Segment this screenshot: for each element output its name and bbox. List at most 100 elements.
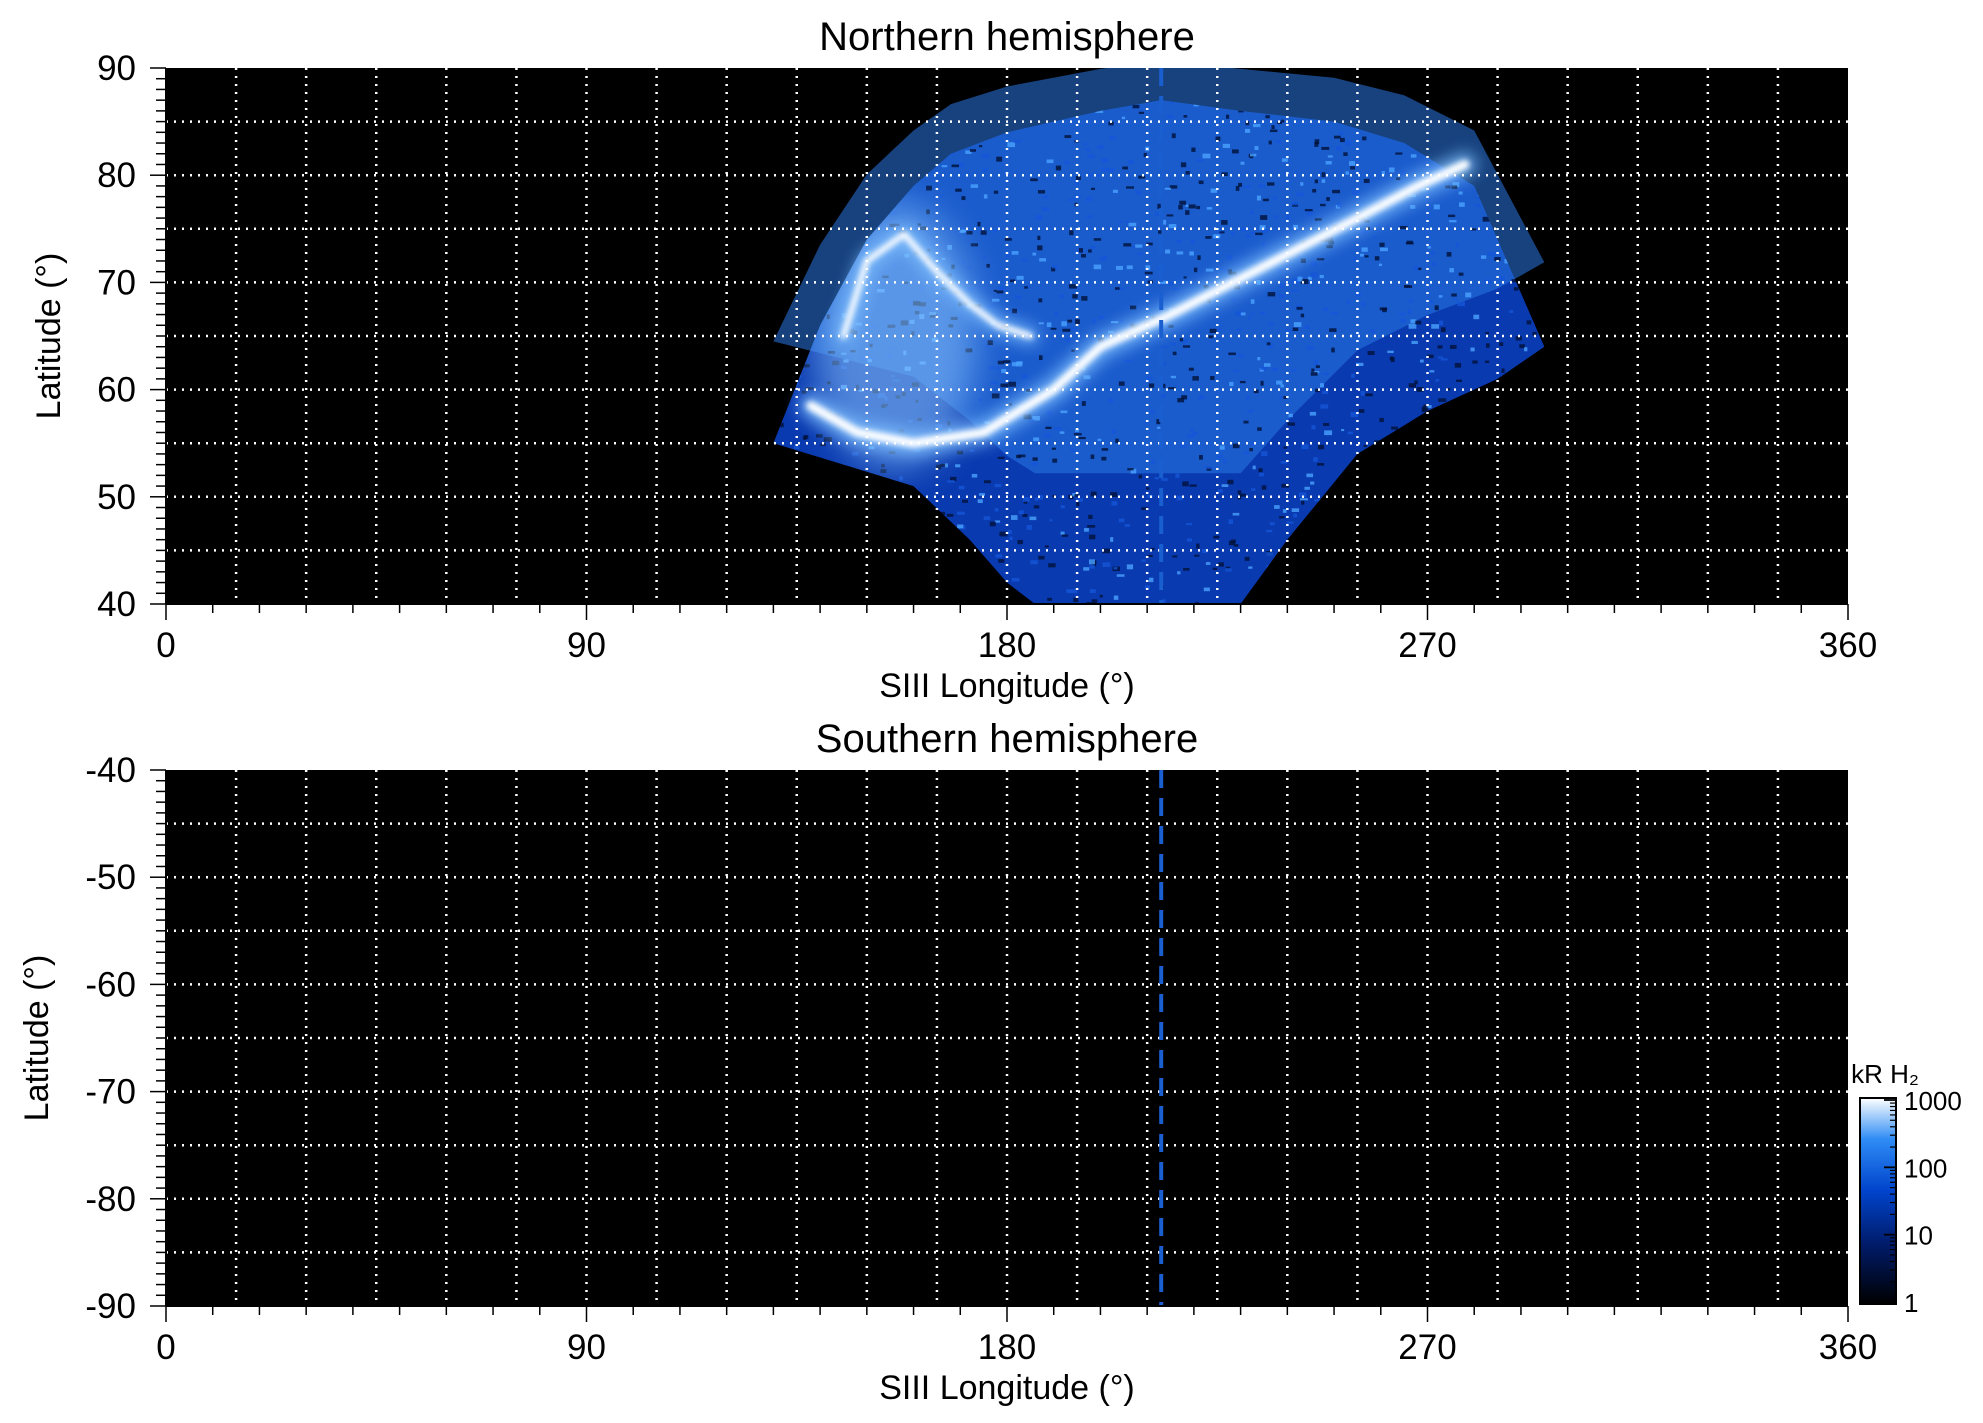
noise-speck <box>1072 294 1078 299</box>
noise-speck <box>1320 404 1329 409</box>
panel-title: Northern hemisphere <box>819 15 1195 59</box>
noise-speck <box>1169 185 1178 189</box>
noise-speck <box>1456 379 1463 382</box>
noise-speck <box>1355 362 1364 366</box>
noise-speck <box>1082 142 1088 146</box>
noise-speck <box>1081 296 1088 301</box>
noise-speck <box>1208 335 1214 339</box>
noise-speck <box>1225 114 1230 119</box>
noise-speck <box>1051 267 1056 272</box>
noise-speck <box>1061 534 1069 537</box>
noise-speck <box>1197 255 1201 260</box>
noise-speck <box>1480 255 1487 259</box>
noise-speck <box>1233 544 1239 547</box>
noise-speck <box>1244 128 1251 133</box>
noise-speck <box>1032 416 1040 421</box>
x-tick-label: 90 <box>567 626 606 665</box>
noise-speck <box>962 499 968 503</box>
noise-speck <box>1334 135 1341 139</box>
noise-speck <box>1187 434 1194 439</box>
noise-speck <box>1291 201 1299 206</box>
noise-speck <box>1458 272 1464 276</box>
noise-speck <box>1212 567 1218 570</box>
noise-speck <box>1379 307 1388 311</box>
noise-speck <box>1487 251 1496 256</box>
noise-speck <box>994 483 1002 488</box>
noise-speck <box>1244 556 1250 561</box>
noise-speck <box>1177 398 1185 403</box>
noise-speck <box>1100 167 1109 172</box>
colorbar-tick-label: 100 <box>1904 1153 1947 1183</box>
noise-speck <box>1532 331 1537 336</box>
noise-speck <box>1494 257 1501 261</box>
noise-speck <box>1329 328 1337 332</box>
noise-speck <box>1378 263 1383 267</box>
noise-speck <box>957 524 964 529</box>
noise-speck <box>1440 327 1446 333</box>
noise-speck <box>1306 345 1314 350</box>
noise-speck <box>1158 280 1167 284</box>
noise-speck <box>1138 175 1146 179</box>
noise-speck <box>1268 321 1274 326</box>
noise-speck <box>1048 563 1056 568</box>
noise-speck <box>1250 299 1255 304</box>
y-tick-label: -80 <box>85 1180 136 1219</box>
noise-speck <box>1268 140 1272 145</box>
noise-speck <box>1111 429 1116 435</box>
noise-speck <box>1293 322 1302 327</box>
noise-speck <box>1203 587 1210 592</box>
noise-speck <box>1320 203 1326 207</box>
noise-speck <box>1177 571 1181 575</box>
noise-speck <box>1239 493 1246 497</box>
noise-speck <box>1524 347 1528 352</box>
northern-hemisphere-panel: Northern hemisphere 0 90 180 270 360 40 50 60 7… <box>30 15 1877 705</box>
noise-speck <box>1361 230 1368 235</box>
noise-speck <box>1350 412 1359 418</box>
noise-speck <box>1470 228 1477 231</box>
noise-speck <box>1261 451 1268 457</box>
noise-speck <box>1034 497 1039 501</box>
noise-speck <box>1171 133 1176 139</box>
noise-speck <box>1293 224 1299 230</box>
noise-speck <box>1240 312 1246 316</box>
noise-speck <box>1115 265 1123 270</box>
noise-speck <box>1083 567 1090 571</box>
noise-speck <box>1310 372 1318 376</box>
noise-speck <box>1263 363 1271 367</box>
noise-speck <box>1135 244 1143 248</box>
noise-speck <box>1126 564 1134 570</box>
noise-speck <box>1245 121 1250 126</box>
noise-speck <box>1046 322 1052 328</box>
noise-speck <box>1062 328 1071 332</box>
noise-speck <box>1350 166 1355 170</box>
noise-speck <box>1007 142 1016 148</box>
noise-speck <box>1232 370 1240 373</box>
noise-speck <box>1309 411 1317 416</box>
noise-speck <box>1157 203 1161 209</box>
noise-speck <box>1146 242 1153 246</box>
noise-speck <box>1280 384 1284 388</box>
noise-speck <box>1110 321 1119 324</box>
x-tick-label: 90 <box>567 1328 606 1367</box>
noise-speck <box>1073 597 1079 603</box>
noise-speck <box>1067 198 1076 201</box>
noise-speck <box>983 516 991 520</box>
colorbar-tick-label: 1000 <box>1904 1086 1962 1116</box>
noise-speck <box>1293 513 1298 518</box>
noise-speck <box>820 443 826 447</box>
noise-speck <box>1519 344 1525 349</box>
noise-speck <box>1301 444 1309 450</box>
noise-speck <box>1403 285 1410 288</box>
noise-speck <box>1199 455 1203 460</box>
noise-speck <box>1301 500 1305 505</box>
noise-speck <box>1049 519 1053 522</box>
noise-speck <box>1176 240 1182 244</box>
noise-speck <box>1400 318 1406 324</box>
noise-speck <box>1426 405 1432 409</box>
noise-speck <box>1413 265 1419 271</box>
noise-speck <box>1083 528 1089 532</box>
noise-speck <box>999 531 1008 537</box>
noise-speck <box>966 231 973 235</box>
noise-speck <box>1410 205 1416 209</box>
noise-speck <box>1419 359 1424 363</box>
